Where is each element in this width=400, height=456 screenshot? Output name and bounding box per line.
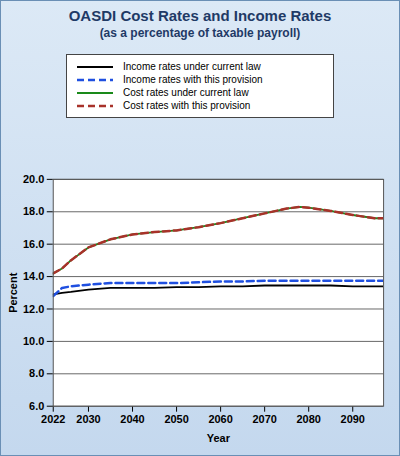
svg-text:20.0: 20.0 <box>23 173 44 185</box>
svg-text:18.0: 18.0 <box>23 205 44 217</box>
svg-text:10.0: 10.0 <box>23 335 44 347</box>
svg-text:6.0: 6.0 <box>29 400 44 412</box>
svg-text:14.0: 14.0 <box>23 270 44 282</box>
svg-text:2080: 2080 <box>297 413 321 425</box>
svg-text:2090: 2090 <box>341 413 365 425</box>
svg-text:2040: 2040 <box>120 413 144 425</box>
html-text:Cost rates under current law: Cost rates under current law <box>123 87 249 98</box>
html-text:Income rates under current law: Income rates under current law <box>123 61 261 72</box>
svg-text:2060: 2060 <box>208 413 232 425</box>
html-text:(as a percentage of taxable pa: (as a percentage of taxable payroll) <box>99 26 301 40</box>
html-text:Income rates with this provisi: Income rates with this provision <box>123 74 263 85</box>
svg-text:Percent: Percent <box>7 272 19 312</box>
svg-text:2022: 2022 <box>41 413 65 425</box>
svg-text:2030: 2030 <box>76 413 100 425</box>
html-text:OASDI Cost Rates and Income Ra: OASDI Cost Rates and Income Rates <box>68 7 332 24</box>
svg-text:2050: 2050 <box>164 413 188 425</box>
svg-text:Year: Year <box>207 432 231 444</box>
html-text:Cost rates with this provision: Cost rates with this provision <box>123 100 251 111</box>
svg-text:12.0: 12.0 <box>23 302 44 314</box>
svg-text:8.0: 8.0 <box>29 367 44 379</box>
svg-text:2070: 2070 <box>252 413 276 425</box>
svg-text:16.0: 16.0 <box>23 238 44 250</box>
